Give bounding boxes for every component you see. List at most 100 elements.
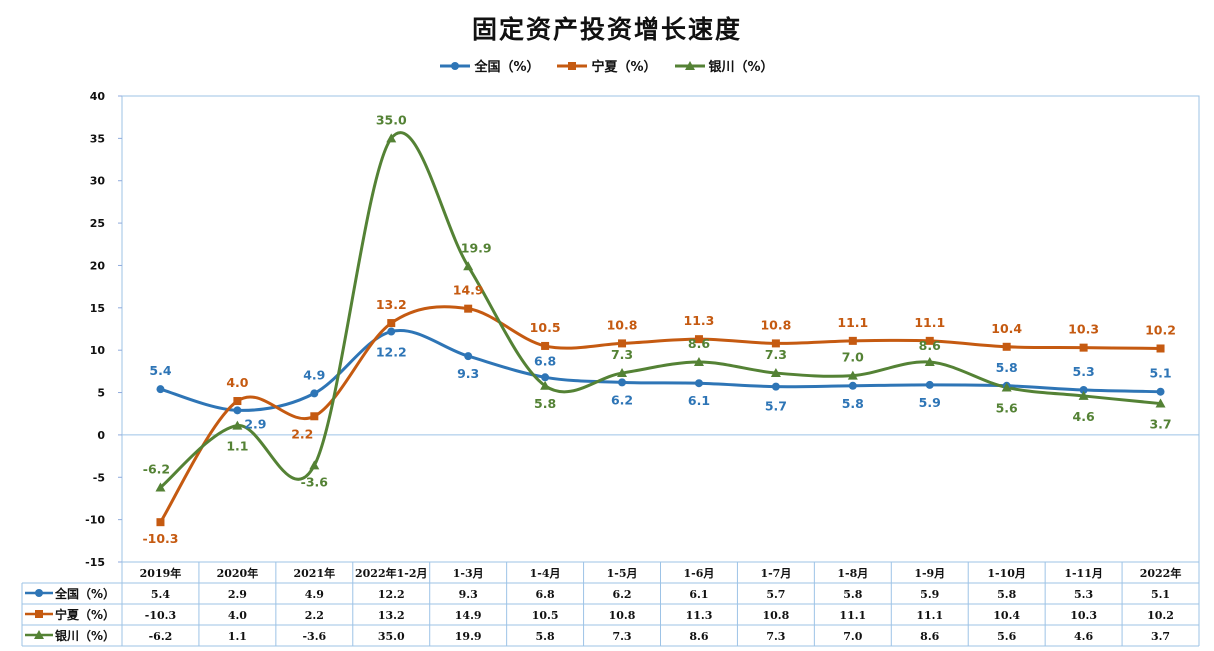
data-point: [1002, 342, 1011, 351]
table-cell: 10.2: [1147, 609, 1174, 622]
table-cell: 5.4: [151, 588, 170, 601]
plot-area: [121, 95, 1200, 563]
data-point: [232, 420, 243, 430]
y-tick-label: 40: [90, 90, 106, 103]
table-cell: 5.8: [536, 630, 555, 643]
data-point: [1001, 382, 1012, 392]
y-tick-label: -15: [85, 556, 105, 569]
data-label: 5.8: [534, 396, 556, 411]
table-row-label: 宁夏（%）: [55, 607, 115, 622]
data-label: 5.8: [842, 396, 864, 411]
data-label: 7.0: [842, 350, 864, 365]
table-row-label: 全国（%）: [54, 586, 115, 601]
data-point: [310, 412, 319, 421]
data-label: 10.8: [760, 317, 791, 332]
table-cell: 2.9: [228, 588, 247, 601]
data-label: 10.5: [530, 320, 561, 335]
table-legend-marker: [35, 589, 43, 597]
data-label: 14.9: [453, 283, 484, 298]
table-cell: 11.3: [686, 609, 713, 622]
x-category-label: 2022年1-2月: [355, 566, 428, 580]
table-cell: 10.5: [532, 609, 559, 622]
table-cell: 5.1: [1151, 588, 1170, 601]
x-category-label: 1-11月: [1064, 567, 1103, 580]
y-tick-label: 0: [97, 429, 105, 442]
table-cell: -6.2: [149, 630, 173, 643]
data-point: [540, 380, 551, 390]
data-point: [1156, 344, 1165, 353]
data-point: [771, 339, 780, 348]
data-label: 5.1: [1149, 366, 1171, 381]
x-category-label: 1-6月: [684, 567, 715, 580]
table-cell: 10.4: [993, 609, 1020, 622]
chart-title: 固定资产投资增长速度: [471, 15, 742, 44]
data-label: 5.9: [919, 395, 941, 410]
data-label: 5.6: [996, 400, 1018, 415]
table-legend-marker: [35, 610, 43, 618]
table-cell: 6.1: [689, 588, 708, 601]
legend: 全国（%） 宁夏（%） 银川（%）: [0, 56, 1214, 75]
table-cell: -3.6: [302, 630, 326, 643]
data-label: 10.4: [991, 321, 1022, 336]
table-cell: 7.3: [612, 630, 631, 643]
data-label: 9.3: [457, 366, 479, 381]
x-category-label: 1-7月: [760, 567, 791, 580]
data-point: [156, 518, 165, 527]
data-point: [310, 389, 319, 398]
table-cell: 6.2: [612, 588, 631, 601]
table-cell: 19.9: [455, 630, 482, 643]
table-cell: 10.3: [1070, 609, 1097, 622]
table-cell: 12.2: [378, 588, 405, 601]
data-label: -3.6: [301, 474, 329, 489]
data-label: 10.2: [1145, 322, 1176, 337]
legend-swatch: [674, 60, 705, 70]
data-label: 1.1: [226, 439, 248, 454]
legend-item: 宁夏（%）: [557, 56, 657, 75]
data-point: [694, 335, 703, 344]
data-label: 5.4: [149, 363, 171, 378]
data-point: [1155, 398, 1166, 408]
x-category-label: 1-3月: [453, 567, 484, 580]
data-label: 11.3: [684, 313, 715, 328]
data-label: -6.2: [143, 461, 170, 476]
data-point: [386, 133, 397, 143]
data-point: [617, 368, 628, 378]
data-label: 7.3: [765, 347, 787, 362]
data-point: [1079, 343, 1088, 352]
data-point: [387, 327, 396, 336]
table-cell: 1.1: [228, 630, 247, 643]
table-cell: 4.9: [305, 588, 324, 601]
data-label: 4.9: [303, 367, 325, 382]
table-cell: 8.6: [920, 630, 939, 643]
legend-label: 银川（%）: [708, 60, 774, 75]
table-cell: 9.3: [459, 588, 478, 601]
table-cell: 35.0: [378, 630, 405, 643]
legend-item: 全国（%）: [440, 56, 539, 75]
y-tick-label: 20: [90, 259, 106, 272]
table-cell: 7.3: [766, 630, 785, 643]
table-cell: 11.1: [839, 609, 866, 622]
x-category-label: 2019年: [140, 566, 182, 580]
table-cell: 5.8: [997, 588, 1016, 601]
data-label: 13.2: [376, 297, 407, 312]
y-tick-label: -5: [93, 471, 105, 484]
data-label: 4.6: [1073, 409, 1095, 424]
data-point: [464, 352, 473, 361]
table-cell: 11.1: [916, 609, 943, 622]
legend-swatch: [440, 61, 471, 70]
data-label: 6.1: [688, 393, 710, 408]
data-label: 12.2: [376, 345, 407, 360]
data-point: [618, 339, 627, 348]
x-category-label: 1-4月: [530, 567, 561, 580]
y-tick-label: 5: [97, 387, 105, 400]
y-tick-label: -10: [85, 514, 105, 527]
legend-label: 宁夏（%）: [591, 60, 657, 75]
data-point: [1079, 386, 1088, 395]
data-point: [848, 381, 857, 390]
data-label: 6.8: [534, 353, 556, 368]
data-label: 2.2: [291, 426, 313, 441]
data-point: [309, 460, 320, 470]
data-point: [847, 370, 858, 380]
data-label: 5.8: [996, 360, 1018, 375]
